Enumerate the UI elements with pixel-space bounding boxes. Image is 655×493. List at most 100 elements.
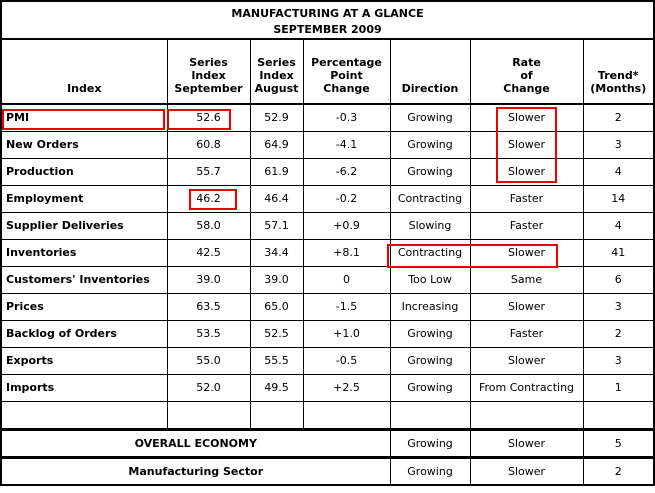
cell-change: -0.3 [302, 103, 391, 132]
cell-trend: 14 [582, 184, 653, 213]
cell-september: 42.5 [166, 238, 251, 267]
cell-direction: Too Low [389, 265, 471, 294]
cell-direction: Contracting [389, 238, 471, 267]
row-supplier-deliveries: Supplier Deliveries 58.0 57.1 +0.9 Slowing Fa… [2, 211, 653, 240]
cell-direction: Growing [389, 459, 471, 484]
row-empty [2, 400, 653, 428]
cell-change: -1.5 [302, 292, 391, 321]
cell-rate: From Contracting [469, 373, 584, 402]
cell-trend: 2 [582, 459, 654, 484]
cell-direction [389, 400, 471, 428]
cell-trend: 41 [582, 238, 653, 267]
cell-august: 64.9 [249, 130, 304, 159]
cell-direction: Growing [389, 157, 471, 186]
cell-trend: 2 [582, 103, 653, 132]
cell-august: 39.0 [249, 265, 304, 294]
cell-august [249, 400, 304, 428]
cell-direction: Slowing [389, 211, 471, 240]
cell-rate: Faster [469, 184, 584, 213]
cell-change: -4.1 [302, 130, 391, 159]
row-backlog-of-orders: Backlog of Orders 53.5 52.5 +1.0 Growing Fast… [2, 319, 653, 348]
cell-september: 53.5 [166, 319, 251, 348]
cell-august: 65.0 [249, 292, 304, 321]
cell-direction: Contracting [389, 184, 471, 213]
cell-change: +2.5 [302, 373, 391, 402]
cell-august: 34.4 [249, 238, 304, 267]
overall-economy-block: OVERALL ECONOMY Growing Slower 5 [0, 429, 655, 458]
cell-index: New Orders [2, 130, 168, 159]
cell-august: 46.4 [249, 184, 304, 213]
cell-september: 52.0 [166, 373, 251, 402]
report-title-line2: SEPTEMBER 2009 [273, 23, 382, 36]
cell-rate: Slower [469, 292, 584, 321]
cell-trend: 3 [582, 292, 653, 321]
header-cell-september: Series Index September [166, 40, 251, 105]
cell-trend: 4 [582, 157, 653, 186]
cell-index: Employment [2, 184, 168, 213]
cell-index: PMI [2, 103, 168, 132]
row-production: Production 55.7 61.9 -6.2 Growing Slower 4 [2, 157, 653, 186]
cell-change: +8.1 [302, 238, 391, 267]
cell-change: -0.5 [302, 346, 391, 375]
cell-change: -0.2 [302, 184, 391, 213]
row-prices: Prices 63.5 65.0 -1.5 Increasing Slower 3 [2, 292, 653, 321]
row-employment: Employment 46.2 46.4 -0.2 Contracting Faster 1… [2, 184, 653, 213]
cell-index: Customers' Inventories [2, 265, 168, 294]
header-cell-trend: Trend* (Months) [582, 40, 653, 105]
cell-august: 55.5 [249, 346, 304, 375]
row-inventories: Inventories 42.5 34.4 +8.1 Contracting Slower… [2, 238, 653, 267]
overall-economy-row: OVERALL ECONOMY Growing Slower 5 [2, 431, 654, 456]
cell-rate [469, 400, 584, 428]
cell-trend: 1 [582, 373, 653, 402]
cell-trend: 4 [582, 211, 653, 240]
cell-direction: Growing [389, 103, 471, 132]
cell-trend: 3 [582, 130, 653, 159]
cell-september: 55.0 [166, 346, 251, 375]
header-cell-august: Series Index August [249, 40, 304, 105]
header-cell-direction: Direction [389, 40, 471, 105]
cell-september: 39.0 [166, 265, 251, 294]
cell-change [302, 400, 391, 428]
cell-index: Supplier Deliveries [2, 211, 168, 240]
cell-rate: Slower [469, 346, 584, 375]
cell-direction: Increasing [389, 292, 471, 321]
cell-trend [582, 400, 653, 428]
cell-change: +0.9 [302, 211, 391, 240]
cell-rate: Slower [469, 238, 584, 267]
cell-september: 63.5 [166, 292, 251, 321]
cell-direction: Growing [389, 373, 471, 402]
table-header-row: Index Series Index September Series Index … [2, 40, 653, 105]
cell-index: Imports [2, 373, 168, 402]
cell-august: 61.9 [249, 157, 304, 186]
header-cell-rate: Rate of Change [469, 40, 584, 105]
cell-direction: Growing [389, 319, 471, 348]
cell-rate: Slower [469, 130, 584, 159]
row-exports: Exports 55.0 55.5 -0.5 Growing Slower 3 [2, 346, 653, 375]
cell-rate: Slower [469, 459, 584, 484]
cell-september: 60.8 [166, 130, 251, 159]
cell-direction: Growing [389, 346, 471, 375]
cell-trend: 5 [582, 431, 654, 456]
cell-september [166, 400, 251, 428]
manufacturing-sector-table: Manufacturing Sector Growing Slower 2 [2, 459, 654, 484]
cell-august: 49.5 [249, 373, 304, 402]
manufacturing-sector-block: Manufacturing Sector Growing Slower 2 [0, 457, 655, 486]
cell-august: 52.9 [249, 103, 304, 132]
main-table-block: MANUFACTURING AT A GLANCE SEPTEMBER 2009… [0, 0, 655, 430]
cell-index: Production [2, 157, 168, 186]
cell-august: 57.1 [249, 211, 304, 240]
cell-change: 0 [302, 265, 391, 294]
indicators-table: Index Series Index September Series Index … [2, 40, 653, 428]
cell-rate: Same [469, 265, 584, 294]
cell-index: Exports [2, 346, 168, 375]
cell-rate: Slower [469, 431, 584, 456]
summary-label: OVERALL ECONOMY [2, 431, 391, 456]
manufacturing-sector-row: Manufacturing Sector Growing Slower 2 [2, 459, 654, 484]
header-cell-change: Percentage Point Change [302, 40, 391, 105]
cell-rate: Faster [469, 211, 584, 240]
summary-label: Manufacturing Sector [2, 459, 391, 484]
cell-rate: Faster [469, 319, 584, 348]
header-cell-index: Index [2, 40, 168, 105]
row-customers-inventories: Customers' Inventories 39.0 39.0 0 Too Low Sa… [2, 265, 653, 294]
